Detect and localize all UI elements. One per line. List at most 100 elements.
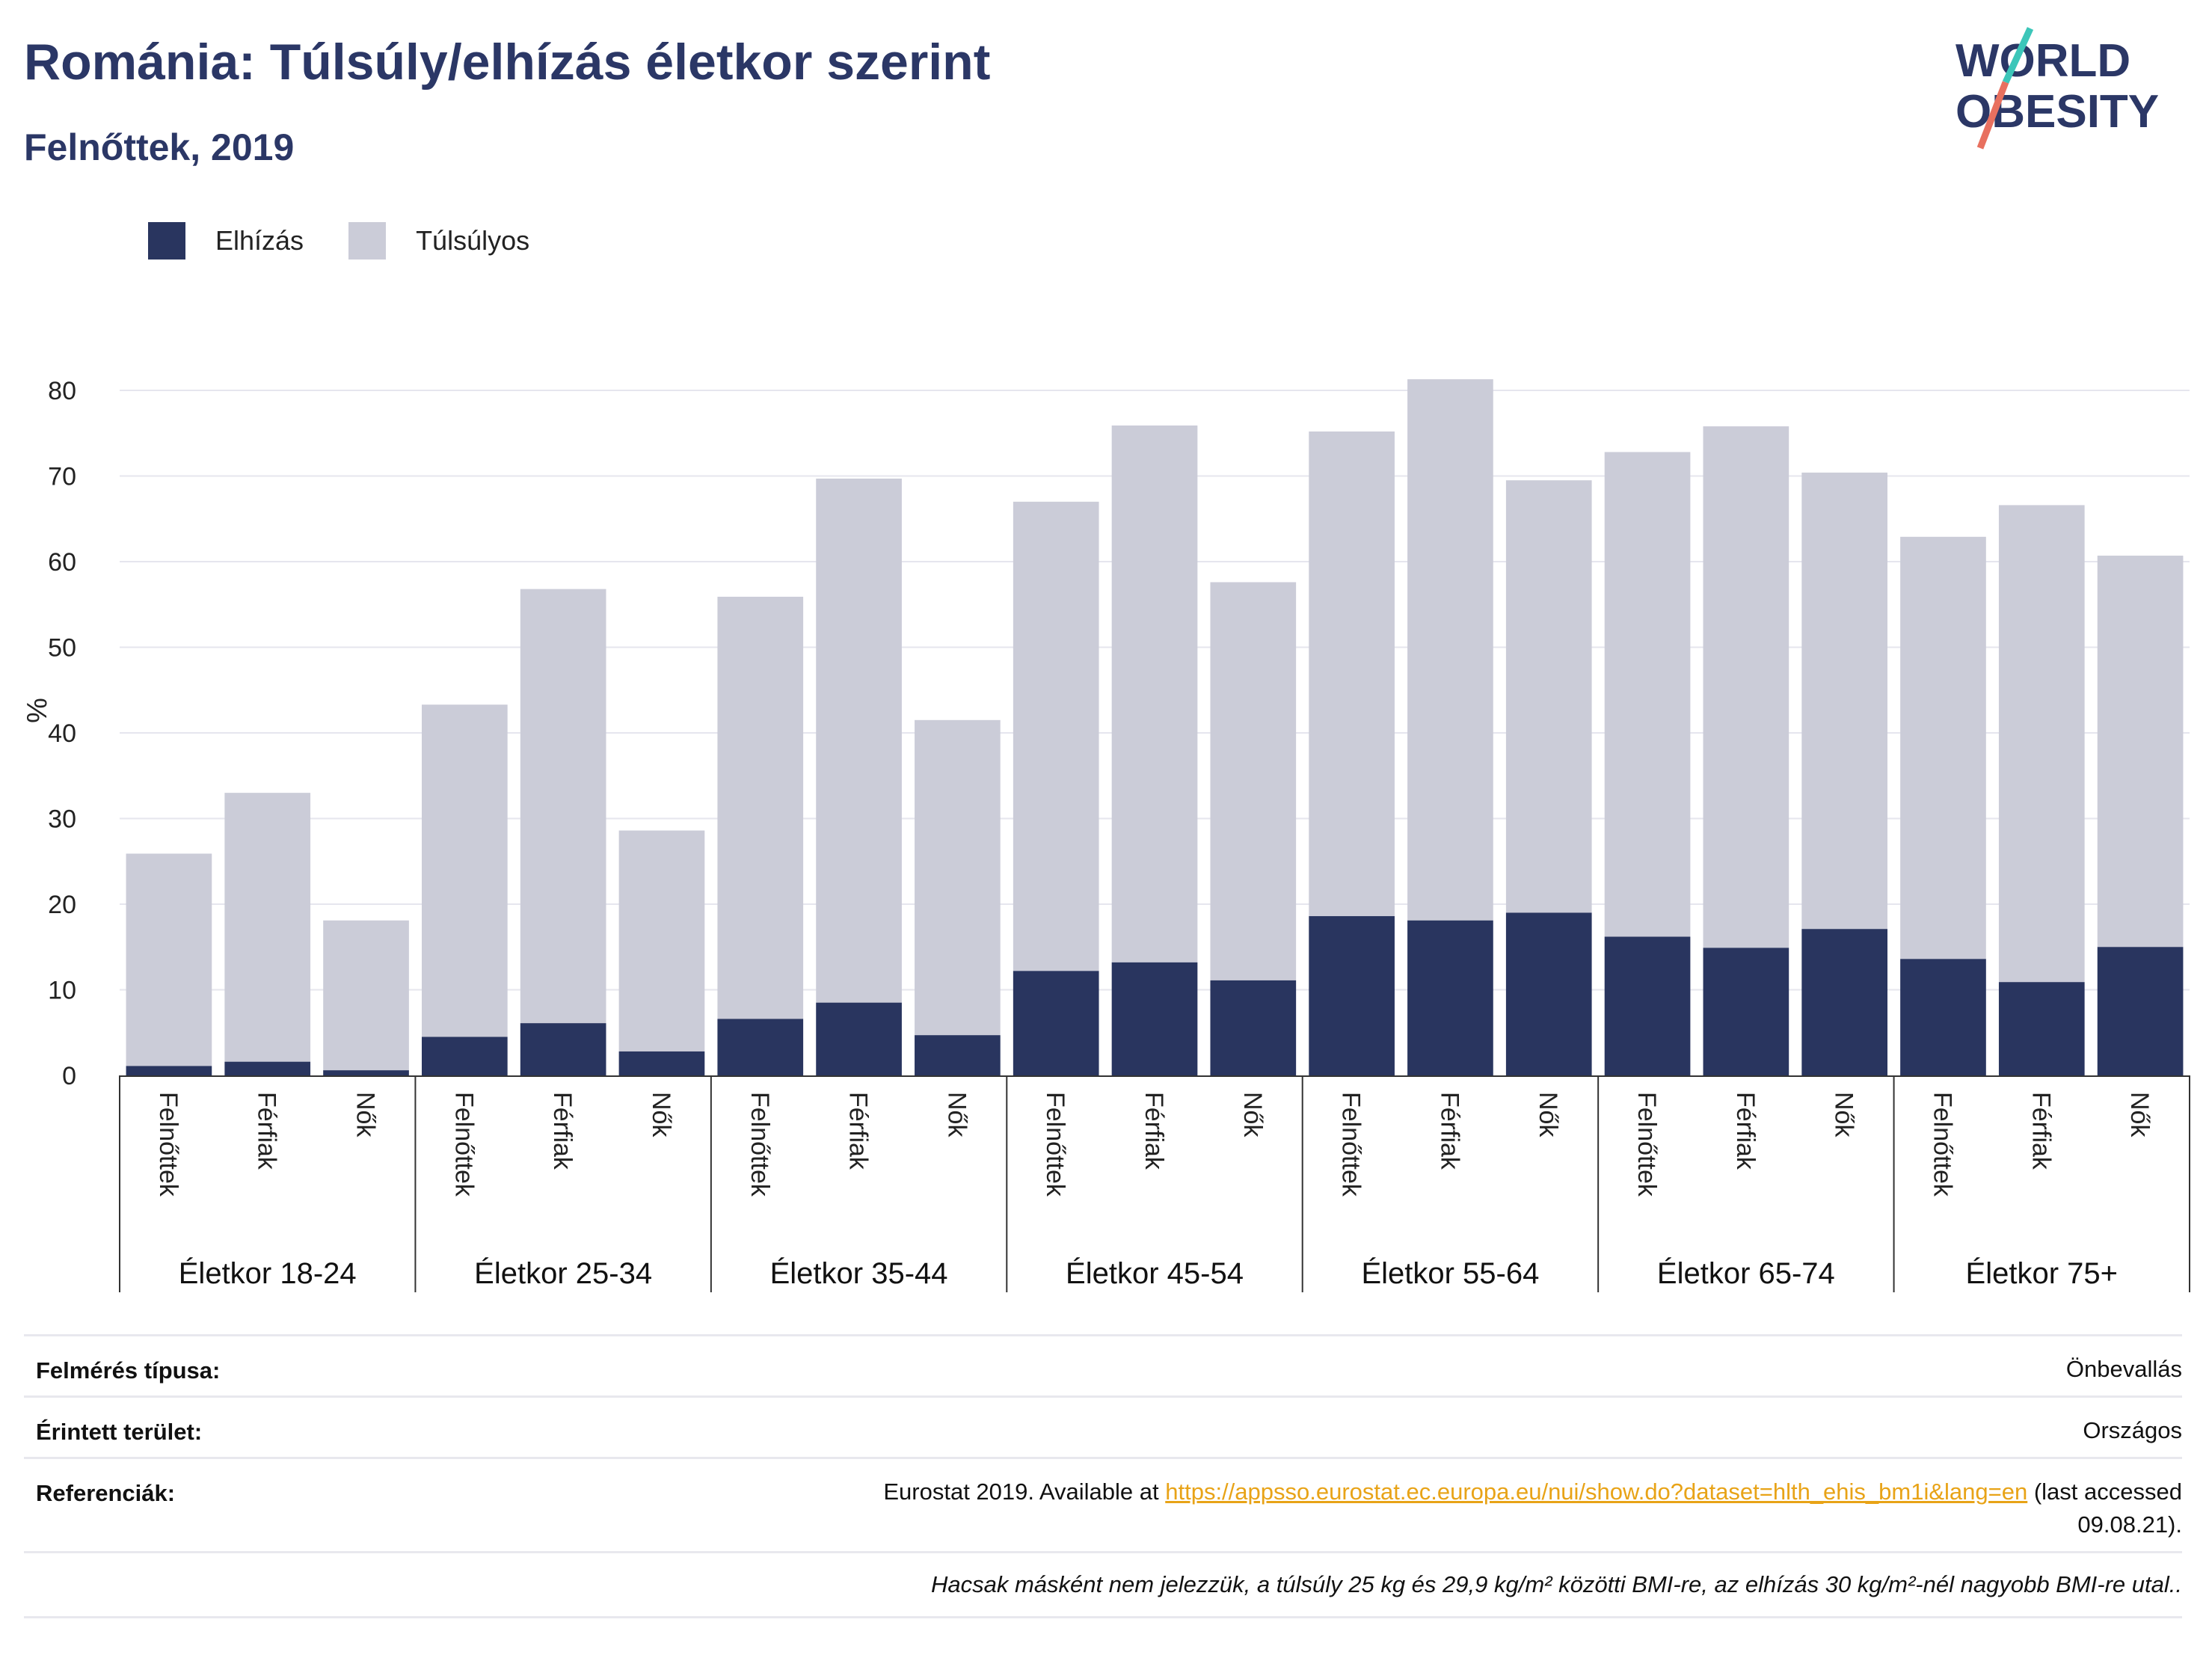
info-row-survey: Felmérés típusa: Önbevallás [24,1334,2182,1398]
reference-accessed: (last accessed [2027,1479,2182,1505]
y-tick-label: 10 [48,977,76,1005]
x-tick-label: Nők [351,1092,380,1137]
stacked-bar-chart: 0 10 20 30 40 50 60 70 80% Felnőttek Férfiak Nők Fel… [22,377,2190,1292]
bar-overweight [717,596,804,1019]
group-label: Életkor 75+ [1966,1256,2118,1290]
y-tick-label: 0 [62,1062,76,1090]
group-label: Életkor 55-64 [1361,1256,1539,1290]
x-tick-label: Felnőttek [1337,1092,1365,1197]
bar-obesity [126,1066,212,1075]
x-tick-label: Felnőttek [449,1092,478,1197]
bar-overweight [1210,582,1297,980]
group-label: Életkor 35-44 [770,1256,948,1290]
bar-obesity [1604,936,1691,1075]
bar-overweight [224,793,311,1062]
reference-link[interactable]: https://appsso.eurostat.ec.europa.eu/nui… [1165,1479,2028,1505]
survey-type-label: Felmérés típusa: [36,1357,221,1384]
area-value: Országos [2083,1417,2182,1443]
bar-obesity [1703,948,1789,1075]
reference-text: Eurostat 2019. Available at [883,1479,1166,1505]
group-label: Életkor 25-34 [474,1256,652,1290]
chart-subtitle: Felnőttek, 2019 [24,126,295,168]
legend-item-obesity[interactable]: Elhízás [148,222,304,260]
bar-obesity [323,1070,409,1075]
x-tick-label: Férfiak [844,1092,873,1170]
x-tick-label: Férfiak [2027,1092,2055,1170]
x-tick-label: Nők [1238,1092,1267,1137]
bar-obesity [816,1002,902,1075]
world-obesity-logo: WORLD OBESITY [1956,27,2159,150]
logo-slash-coral [1976,81,2009,150]
x-tick-label: Nők [2125,1092,2154,1137]
bar-obesity [1900,959,1986,1075]
x-tick-label: Férfiak [1731,1092,1760,1170]
bar-overweight [1998,505,2085,983]
legend-item-overweight[interactable]: Túlsúlyos [348,222,529,260]
legend-swatch-obesity [148,222,185,260]
bar-overweight [1013,501,1099,971]
bar-overweight [816,478,902,1003]
x-tick-label: Felnőttek [1632,1092,1661,1197]
x-tick-label: Férfiak [1140,1092,1168,1170]
legend-label-obesity: Elhízás [215,225,304,256]
bar-obesity [1407,920,1493,1075]
x-tick-label: Nők [1830,1092,1858,1137]
bar-overweight [520,589,606,1024]
bar-obesity [1210,980,1297,1075]
y-tick-label: 40 [48,719,76,748]
reference-date: 09.08.21). [2077,1511,2182,1538]
x-tick-label: Nők [942,1092,971,1137]
x-tick-label: Felnőttek [154,1092,182,1197]
legend-swatch-overweight [348,222,387,260]
bar-overweight [1703,426,1789,948]
y-tick-label: 60 [48,548,76,577]
bar-obesity [1309,916,1395,1075]
references-value: Eurostat 2019. Available at https://apps… [883,1476,2182,1541]
bar-obesity [421,1037,508,1075]
info-row-area: Érintett terület: Országos [24,1395,2182,1459]
area-label: Érintett terület: [36,1419,203,1445]
bar-obesity [618,1051,705,1075]
bar-obesity [915,1035,1001,1075]
bar-overweight [618,830,705,1051]
group-label: Életkor 45-54 [1066,1256,1244,1290]
bar-obesity [1111,962,1198,1075]
x-tick-label: Nők [1534,1092,1562,1137]
bar-obesity [717,1019,804,1075]
bar-overweight [1900,536,1986,959]
y-tick-label: 20 [48,891,76,919]
bar-obesity [1013,971,1099,1075]
x-tick-label: Nők [647,1092,675,1137]
bar-obesity [520,1023,606,1075]
bar-overweight [1111,425,1198,962]
survey-type-value: Önbevallás [2065,1356,2182,1382]
logo-word-world: WORLD [1956,35,2130,87]
bar-obesity [2097,947,2184,1075]
x-tick-label: Férfiak [1435,1092,1463,1170]
y-tick-label: 30 [48,805,76,834]
references-label: Referenciák: [36,1480,176,1506]
bar-overweight [1309,431,1395,917]
footnote: Hacsak másként nem jelezzük, a túlsúly 2… [931,1571,2182,1597]
chart-title: Románia: Túlsúly/elhízás életkor szerint [24,34,991,90]
y-tick-label: 50 [48,634,76,663]
bar-overweight [1407,379,1493,921]
group-label: Életkor 18-24 [179,1256,357,1290]
bar-obesity [224,1061,311,1075]
x-tick-label: Férfiak [253,1092,281,1170]
y-tick-label: 80 [48,377,76,405]
legend-label-overweight: Túlsúlyos [416,225,530,256]
bar-overweight [1801,472,1888,930]
bar-overweight [1604,452,1691,937]
bar-overweight [323,920,409,1071]
bar-obesity [1998,982,2085,1075]
info-row-references: Referenciák: Eurostat 2019. Available at… [24,1457,2182,1553]
x-tick-label: Felnőttek [1928,1092,1956,1197]
bar-overweight [421,704,508,1037]
bar-obesity [1801,929,1888,1075]
x-tick-label: Férfiak [548,1092,577,1170]
bar-overweight [915,719,1001,1036]
legend: Elhízás Túlsúlyos [148,221,574,260]
info-row-footnote: Hacsak másként nem jelezzük, a túlsúly 2… [24,1551,2182,1618]
y-tick-label: 70 [48,463,76,491]
